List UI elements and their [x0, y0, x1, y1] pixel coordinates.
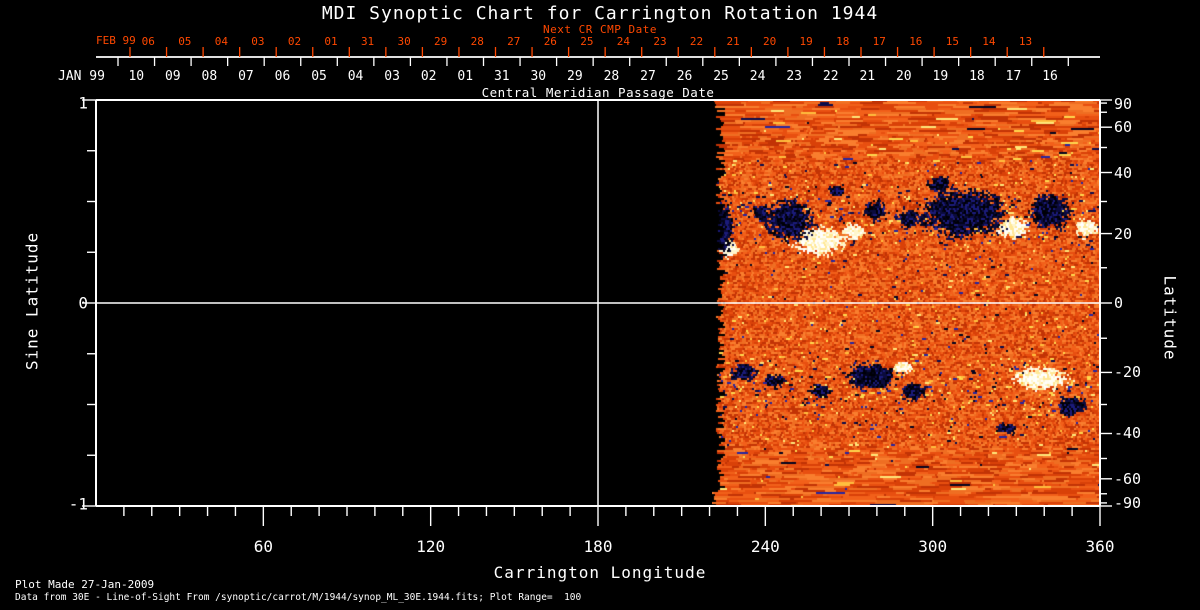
cmp-day-label: 26	[676, 69, 693, 84]
x-axis-tick-label: 120	[416, 537, 446, 556]
cmp-axis-title: Central Meridian Passage Date	[481, 85, 715, 100]
cmp-day-label: 01	[457, 69, 474, 84]
latitude-tick-label: 0	[1114, 294, 1124, 312]
x-axis-tick-label: 60	[253, 537, 273, 556]
cmp-day-label: 17	[1005, 69, 1022, 84]
next-cr-day-label: 25	[580, 35, 594, 48]
cmp-day-label: 06	[274, 69, 291, 84]
next-cr-day-label: 01	[324, 35, 338, 48]
sine-lat-tick-label: 1	[78, 93, 88, 113]
next-cr-day-label: 27	[507, 35, 521, 48]
plot-made-text: Plot Made 27-Jan-2009	[15, 578, 155, 591]
latitude-tick-label: 90	[1114, 95, 1133, 113]
cmp-day-label: 03	[384, 69, 400, 84]
latitude-tick-label: 20	[1114, 224, 1133, 243]
next-cr-day-label: 21	[726, 35, 740, 48]
x-axis-tick-label: 180	[583, 537, 613, 556]
next-cr-day-label: 23	[653, 35, 667, 48]
next-cr-day-label: 13	[1018, 35, 1033, 48]
next-cr-day-label: 14	[982, 35, 996, 48]
next-cr-day-label: 05	[178, 35, 192, 48]
next-cr-day-label: 19	[799, 35, 813, 48]
sine-lat-tick-label: -1	[68, 494, 88, 514]
next-cr-cmp-date-title: Next CR CMP Date	[543, 23, 657, 36]
next-cr-day-label: 28	[470, 35, 484, 48]
next-cr-day-label: 30	[397, 35, 411, 48]
latitude-tick-label: -60	[1114, 469, 1142, 488]
next-cr-day-label: 20	[763, 35, 777, 48]
magnetogram-image	[712, 100, 1100, 506]
cmp-day-label: 31	[493, 69, 510, 84]
top-axis-white-month-label: JAN 99	[58, 69, 105, 84]
latitude-tick-label: -40	[1114, 424, 1142, 443]
x-axis-title: Carrington Longitude	[493, 563, 707, 582]
next-cr-day-label: 04	[214, 35, 228, 48]
latitude-tick-label: 60	[1114, 118, 1133, 137]
right-axis-title: Latitude	[1160, 275, 1180, 361]
cmp-day-label: 07	[238, 69, 254, 84]
next-cr-day-label: 31	[360, 35, 375, 48]
cmp-day-label: 28	[603, 69, 620, 84]
next-cr-day-label: 15	[945, 35, 959, 48]
cmp-day-label: 24	[749, 69, 766, 84]
next-cr-day-label: 24	[616, 35, 631, 48]
next-cr-day-label: 02	[287, 35, 302, 48]
left-axis-title: Sine Latitude	[22, 231, 42, 371]
cmp-day-label: 05	[311, 69, 327, 84]
cmp-day-label: 04	[347, 69, 364, 84]
cmp-day-label: 10	[128, 69, 145, 84]
x-axis-tick-label: 300	[918, 537, 948, 556]
latitude-tick-label: -20	[1114, 363, 1142, 382]
cmp-day-label: 20	[895, 69, 912, 84]
next-cr-day-label: 03	[251, 35, 265, 48]
top-axis-red-month-label: FEB 99	[96, 34, 136, 47]
cmp-day-label: 16	[1042, 69, 1058, 84]
cmp-day-label: 29	[567, 69, 583, 84]
x-axis-tick-label: 240	[750, 537, 780, 556]
cmp-day-label: 30	[530, 69, 547, 84]
cmp-day-label: 08	[201, 69, 218, 84]
next-cr-day-label: 29	[434, 35, 448, 48]
next-cr-day-label: 26	[543, 35, 557, 48]
cmp-day-label: 19	[932, 69, 949, 84]
next-cr-day-label: 06	[141, 35, 155, 48]
next-cr-day-label: 22	[689, 35, 704, 48]
latitude-tick-label: -90	[1114, 494, 1142, 512]
x-axis-tick-label: 360	[1085, 537, 1115, 556]
next-cr-day-label: 18	[836, 35, 850, 48]
next-cr-day-label: 17	[872, 35, 886, 48]
sine-lat-tick-label: 0	[78, 293, 88, 313]
cmp-day-label: 23	[786, 69, 802, 84]
latitude-tick-label: 40	[1114, 163, 1133, 182]
chart-title: MDI Synoptic Chart for Carrington Rotati…	[321, 3, 879, 24]
cmp-day-label: 18	[969, 69, 985, 84]
cmp-day-label: 09	[164, 69, 181, 84]
cmp-day-label: 02	[420, 69, 437, 84]
data-source-text: Data from 30E - Line-of-Sight From /syno…	[15, 592, 582, 603]
cmp-day-label: 21	[859, 69, 876, 84]
next-cr-day-label: 16	[909, 35, 923, 48]
cmp-day-label: 22	[822, 69, 839, 84]
cmp-day-label: 27	[640, 69, 656, 84]
cmp-day-label: 25	[713, 69, 729, 84]
